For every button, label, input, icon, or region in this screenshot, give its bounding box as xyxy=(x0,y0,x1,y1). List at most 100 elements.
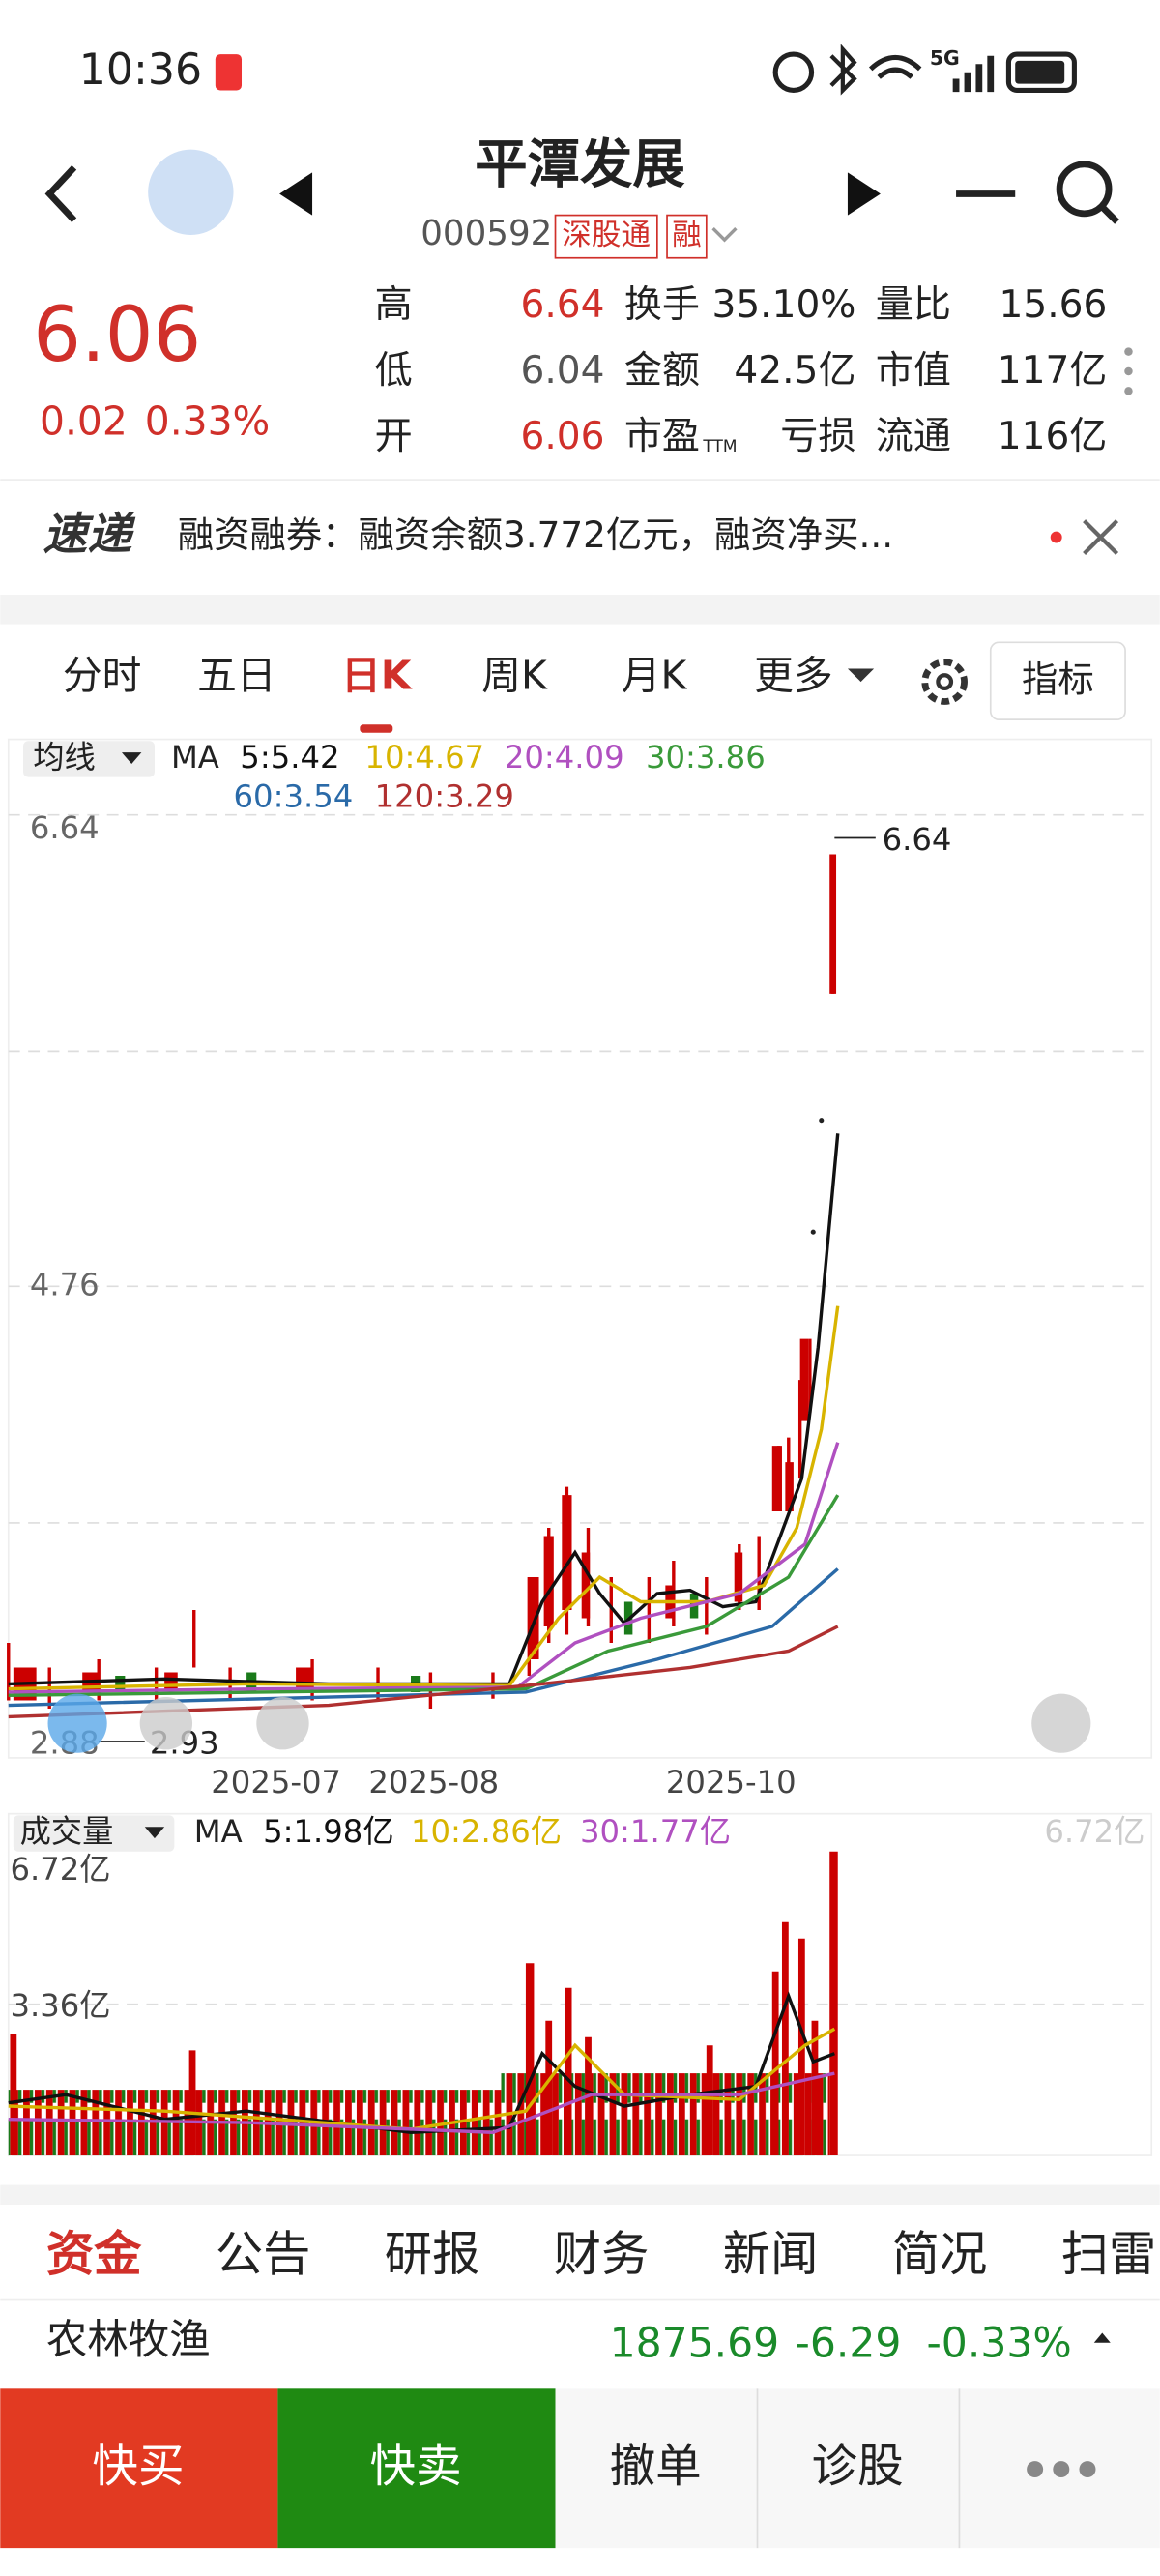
search-button[interactable] xyxy=(1056,161,1113,218)
vol-menu: 成交量 xyxy=(20,1813,114,1850)
tag: 深股通 xyxy=(562,219,651,252)
chart-frame xyxy=(7,738,1153,1759)
sell-button[interactable] xyxy=(277,2388,556,2549)
zoom-in[interactable] xyxy=(256,1697,309,1750)
zoom-out[interactable] xyxy=(139,1697,193,1750)
ma-item: MA xyxy=(171,739,219,776)
stat-label: 市值 xyxy=(876,349,951,393)
more-dot[interactable] xyxy=(1124,347,1133,356)
buy-button[interactable] xyxy=(0,2388,278,2549)
tab-underline xyxy=(360,724,393,733)
settings[interactable] xyxy=(921,659,968,705)
info-tab[interactable]: 研报 xyxy=(385,2226,480,2282)
gap xyxy=(0,2184,1160,2206)
tab[interactable]: 月K xyxy=(622,653,688,699)
stat-value: 亏损 xyxy=(780,415,856,458)
search-handle xyxy=(1099,204,1119,224)
action-label: 快买 xyxy=(92,2441,184,2494)
ma-item: MA xyxy=(194,1813,243,1850)
battery xyxy=(1005,51,1077,93)
candle-dot xyxy=(810,1229,816,1235)
ma-menu-bg[interactable] xyxy=(23,741,155,777)
price-label: 6.64 xyxy=(30,809,100,846)
k-button[interactable] xyxy=(47,1693,107,1753)
stat-label: 市盈 xyxy=(624,415,700,458)
battery-level xyxy=(1015,60,1065,84)
wifi-icon xyxy=(868,54,922,79)
info-tab[interactable]: 新闻 xyxy=(723,2226,819,2282)
stat-value: 116亿 xyxy=(998,415,1108,458)
indicator-button[interactable] xyxy=(989,641,1126,721)
more-dot xyxy=(1124,387,1133,395)
stat-value: 6.04 xyxy=(521,349,605,393)
info-tab[interactable]: 财务 xyxy=(554,2226,650,2282)
settings-core xyxy=(936,673,954,690)
candle-dot xyxy=(819,1118,825,1124)
vol-axis-label: 3.36亿 xyxy=(10,1987,110,2024)
close-news[interactable] xyxy=(1083,519,1119,556)
news-text[interactable]: 融资融券：融资余额3.772亿元，融资净买... xyxy=(178,513,893,556)
more-dot xyxy=(1079,2461,1096,2478)
ma30-line xyxy=(8,1494,840,1698)
indicator-label: 指标 xyxy=(1022,659,1094,701)
ma-lines xyxy=(8,1133,840,1719)
ma-item: 20:4.09 xyxy=(505,739,624,776)
info-tabs: 资金 公告 研报 财务 新闻 简况 扫雷 xyxy=(46,2226,1157,2282)
actions: 快买 快卖 撤单 诊股 xyxy=(92,2441,903,2494)
info-tab-active[interactable]: 资金 xyxy=(46,2226,142,2282)
index-quote: 1875.69 -6.29 -0.33% xyxy=(610,2321,1072,2368)
stock-code: 000592 xyxy=(420,214,552,253)
tab[interactable]: 更多 xyxy=(754,653,833,699)
index-name: 农林牧渔 xyxy=(46,2317,211,2364)
alarm-icon xyxy=(772,51,815,93)
tab[interactable]: 周K xyxy=(481,653,548,699)
info-tab[interactable]: 简况 xyxy=(892,2226,988,2282)
price: 6.06 xyxy=(33,291,201,379)
fullscreen[interactable] xyxy=(1031,1693,1091,1753)
index-change: -6.29 xyxy=(796,2321,902,2368)
avatar[interactable] xyxy=(148,149,234,235)
ma-legend: MA 5:5.42 10:4.67 20:4.09 30:3.86 60:3.5… xyxy=(171,739,766,815)
vol-menu-bg[interactable] xyxy=(13,1815,175,1852)
info-tab[interactable]: 扫雷 xyxy=(1061,2226,1157,2282)
notify-icon xyxy=(215,54,243,91)
stat-value: 6.06 xyxy=(521,415,605,458)
tag-box xyxy=(554,214,658,259)
change: 0.02 xyxy=(40,397,128,444)
price-label: 4.76 xyxy=(30,1266,100,1303)
index-value: 1875.69 xyxy=(610,2321,780,2368)
network: 5G xyxy=(930,46,960,70)
more-dot xyxy=(1124,366,1133,376)
grid xyxy=(8,813,1152,1524)
back-button[interactable] xyxy=(44,164,77,222)
stat-label: 高 xyxy=(375,283,413,327)
next-stock[interactable] xyxy=(847,172,881,216)
date-label: 2025-08 xyxy=(368,1764,499,1800)
bt-icon xyxy=(829,44,857,96)
prev-stock[interactable] xyxy=(279,172,313,216)
tag-expand[interactable] xyxy=(711,226,738,243)
tab[interactable]: 分时 xyxy=(63,653,142,699)
ma10-line xyxy=(8,1305,840,1691)
vol-ma-legend: MA 5:1.98亿 10:2.86亿 30:1.77亿 xyxy=(194,1813,731,1850)
action-label[interactable]: 撤单 xyxy=(610,2441,702,2494)
signal-icon xyxy=(952,55,995,93)
stat-label: 流通 xyxy=(876,415,951,458)
tab-active[interactable]: 日K xyxy=(341,653,413,699)
action-label[interactable]: 诊股 xyxy=(812,2441,904,2494)
expand-arrow[interactable] xyxy=(1093,2332,1111,2343)
status-time: 10:36 xyxy=(79,45,202,95)
stat-label: 换手 xyxy=(624,283,700,327)
more-dot[interactable] xyxy=(1027,2461,1044,2478)
stock-name: 平潭发展 xyxy=(475,133,684,194)
stat-label: 量比 xyxy=(876,283,951,327)
ma20-line xyxy=(8,1442,840,1694)
date-axis: 2025-07 2025-08 2025-10 xyxy=(211,1764,796,1800)
date-label: 2025-07 xyxy=(211,1764,341,1800)
tab[interactable]: 五日 xyxy=(197,653,276,699)
vol-ma30 xyxy=(8,2071,835,2134)
stat-sub: TTM xyxy=(702,437,737,456)
info-tab[interactable]: 公告 xyxy=(216,2226,311,2282)
